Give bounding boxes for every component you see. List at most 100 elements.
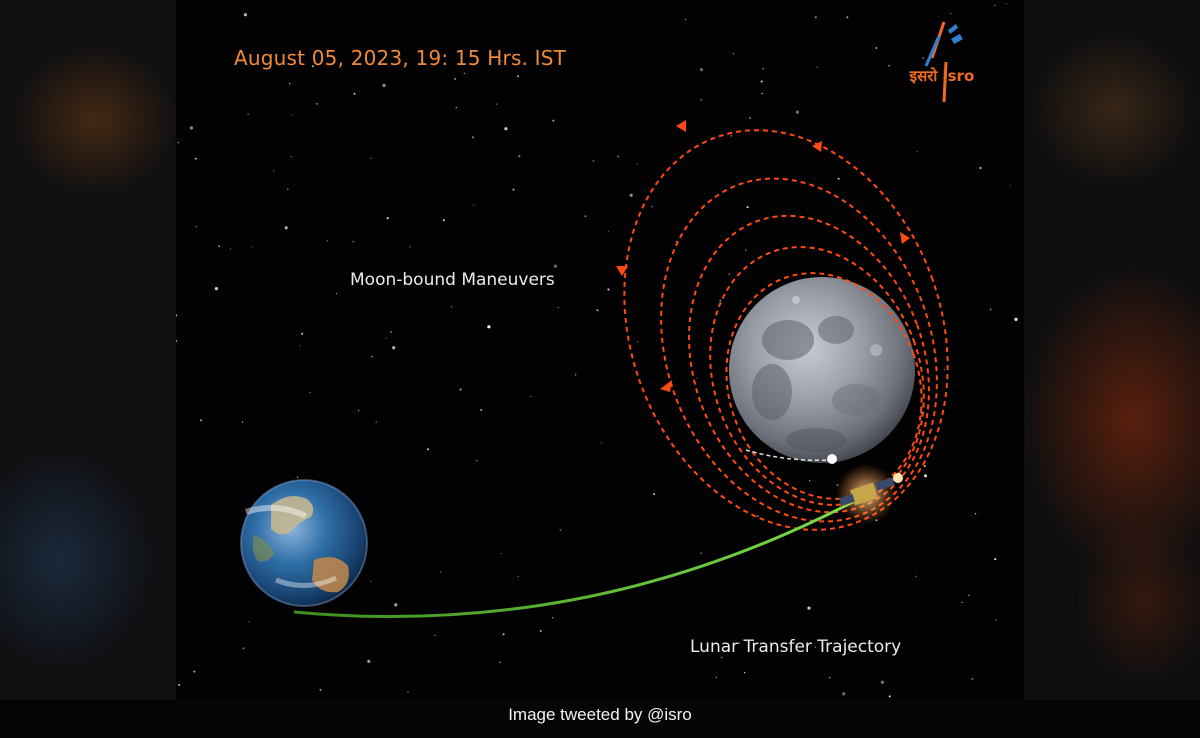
- star: [575, 374, 577, 376]
- moon-icon: [729, 277, 915, 463]
- star: [518, 155, 521, 158]
- star: [502, 633, 505, 636]
- star: [651, 206, 653, 208]
- star: [176, 314, 177, 317]
- star: [995, 619, 997, 621]
- star: [730, 135, 732, 137]
- star: [888, 64, 891, 67]
- star: [875, 47, 878, 49]
- blurred-background-right: [1024, 0, 1200, 738]
- star: [504, 127, 508, 131]
- star: [375, 421, 377, 423]
- star: [394, 603, 398, 607]
- star: [242, 647, 245, 650]
- star: [744, 672, 746, 674]
- star: [473, 204, 475, 206]
- star: [756, 515, 759, 518]
- star: [247, 113, 249, 115]
- star: [241, 421, 244, 423]
- star: [463, 72, 465, 74]
- star: [298, 345, 301, 347]
- star: [916, 151, 918, 153]
- star: [700, 552, 702, 554]
- star: [370, 157, 372, 159]
- star: [888, 695, 891, 698]
- date-time-label: August 05, 2023, 19: 15 Hrs. IST: [234, 46, 567, 70]
- star: [218, 245, 221, 248]
- caption-bar: [0, 700, 1200, 738]
- star: [311, 65, 314, 68]
- star: [291, 114, 293, 116]
- star: [846, 16, 849, 19]
- star: [950, 12, 952, 15]
- star: [979, 167, 982, 169]
- star: [968, 594, 970, 596]
- star: [994, 4, 996, 6]
- moon-bound-maneuvers-label: Moon-bound Maneuvers: [350, 270, 555, 290]
- star: [1005, 3, 1007, 5]
- star: [971, 677, 974, 680]
- star: [459, 388, 462, 391]
- star: [176, 340, 178, 342]
- star: [386, 217, 389, 220]
- star: [607, 288, 610, 291]
- arrow-icon: [900, 232, 910, 244]
- star: [319, 688, 322, 691]
- star: [476, 460, 478, 462]
- star: [553, 264, 557, 268]
- star: [923, 465, 926, 468]
- star: [592, 160, 594, 162]
- star: [301, 332, 304, 335]
- star: [761, 92, 763, 95]
- star: [842, 692, 846, 696]
- star: [728, 273, 730, 275]
- star: [500, 552, 502, 555]
- star: [636, 163, 638, 165]
- star: [440, 571, 442, 573]
- star: [814, 646, 816, 648]
- star: [551, 617, 554, 619]
- star: [684, 18, 687, 21]
- lunar-transfer-trajectory-label: Lunar Transfer Trajectory: [690, 637, 902, 657]
- star: [760, 80, 763, 83]
- star: [719, 300, 721, 302]
- star: [596, 309, 599, 312]
- final-orbit-path: [745, 449, 833, 462]
- star: [287, 188, 289, 190]
- star: [390, 330, 392, 333]
- star: [923, 474, 928, 478]
- star: [517, 575, 519, 578]
- star: [189, 126, 193, 130]
- star: [715, 676, 718, 678]
- orbit-arrows: [616, 120, 910, 392]
- star: [442, 219, 445, 222]
- earth-icon: [240, 479, 368, 607]
- star: [700, 98, 703, 101]
- arrow-icon: [812, 141, 822, 152]
- star: [499, 661, 501, 663]
- star: [290, 156, 292, 158]
- star: [251, 246, 253, 248]
- star: [994, 558, 997, 561]
- star: [814, 16, 817, 19]
- star: [617, 155, 620, 158]
- star: [749, 117, 751, 119]
- space-scene: August 05, 2023, 19: 15 Hrs. IST Moon-bo…: [176, 0, 1024, 700]
- isro-logo-text: इसरो isro: [909, 67, 975, 85]
- star: [961, 601, 963, 603]
- star: [843, 639, 845, 641]
- star: [455, 106, 457, 109]
- star: [229, 248, 231, 250]
- star: [243, 13, 247, 17]
- image-caption: Image tweeted by @isro: [508, 705, 692, 724]
- star: [637, 340, 639, 343]
- star: [178, 683, 181, 686]
- star: [407, 691, 409, 693]
- star: [732, 53, 735, 55]
- star: [720, 656, 723, 659]
- star: [1009, 184, 1011, 186]
- star: [370, 580, 372, 583]
- star: [289, 83, 291, 85]
- star: [699, 68, 704, 72]
- star: [335, 292, 337, 295]
